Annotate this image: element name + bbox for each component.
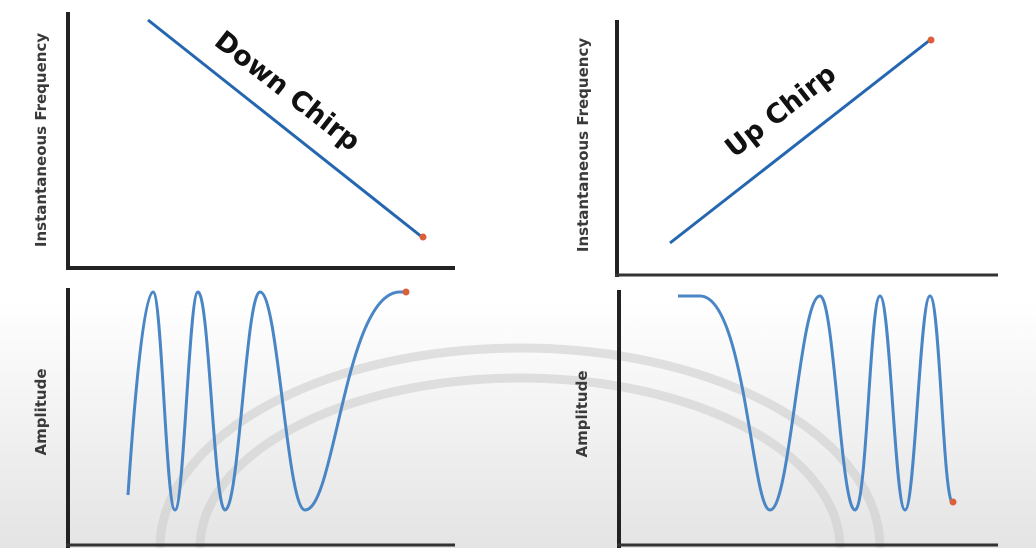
y-axis-label: Amplitude [32,368,50,455]
up-amplitude-panel: Amplitude [573,290,998,548]
end-dot [949,498,957,506]
y-axis-label: Amplitude [573,370,591,457]
frequency-line [669,38,931,245]
end-dot [419,233,427,241]
y-axis-label: Instantaneous Frequency [574,38,592,252]
frequency-line [147,18,423,239]
end-dot [927,36,935,44]
end-dot [402,288,410,296]
waveform [678,294,955,512]
watermark [155,343,885,548]
waveform [126,290,405,512]
y-axis-label: Instantaneous Frequency [32,33,50,247]
down-amplitude-panel: Amplitude [32,288,455,548]
